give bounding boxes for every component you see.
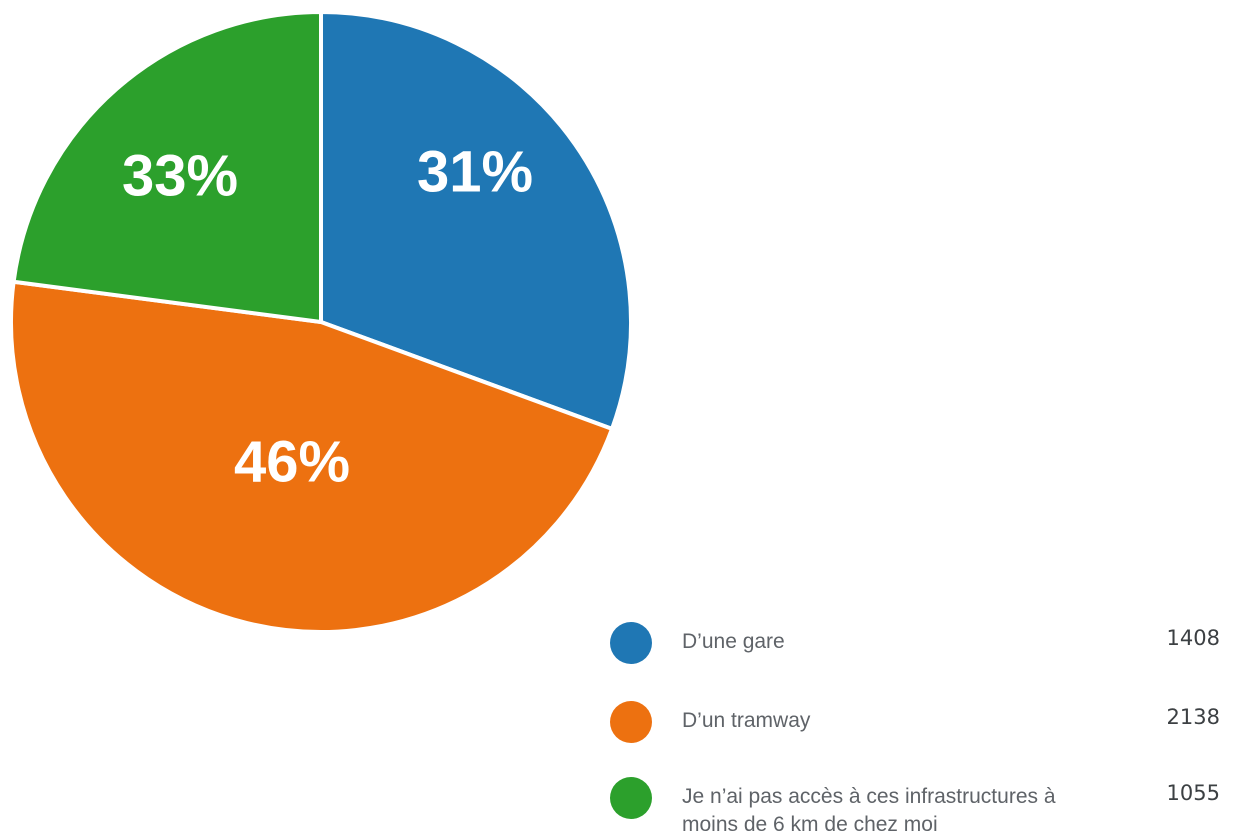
pie-slice-tramway[interactable] — [9, 279, 614, 634]
pie-slice-label-gare: 31% — [417, 140, 533, 205]
legend-swatch-tramway — [610, 701, 652, 743]
pie-slice-gare[interactable] — [319, 10, 633, 431]
legend-label-gare: D’une gare — [682, 630, 785, 653]
pie-slice-no-access[interactable] — [11, 10, 323, 324]
legend-swatch-no-access — [610, 777, 652, 819]
legend-value-gare: 1408 — [1166, 626, 1220, 650]
legend-value-tramway: 2138 — [1166, 705, 1220, 729]
legend-swatch-gare — [610, 622, 652, 664]
legend-label-no-access: Je n’ai pas accès à ces infrastructures … — [682, 785, 1056, 836]
pie-slice-label-no-access: 33% — [122, 144, 238, 209]
legend-label-tramway: D’un tramway — [682, 709, 811, 732]
pie-slice-label-tramway: 46% — [234, 430, 350, 495]
legend-value-no-access: 1055 — [1166, 781, 1220, 805]
